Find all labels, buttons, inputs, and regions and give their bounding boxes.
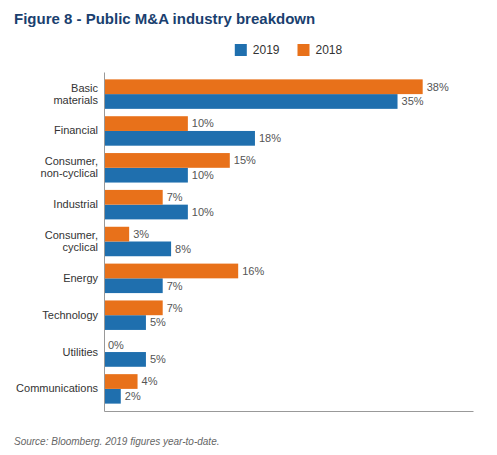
bar xyxy=(104,352,146,367)
y-tick: Financial xyxy=(54,124,98,136)
bar xyxy=(104,168,188,183)
legend-item: 2018 xyxy=(298,43,343,57)
y-tick-label-line: Energy xyxy=(63,272,98,284)
y-tick-label: Communications xyxy=(16,382,98,394)
y-tick-label: Industrial xyxy=(53,198,98,210)
y-tick-label-line: non-cyclical xyxy=(41,167,98,179)
y-axis: BasicmaterialsFinancialConsumer,non-cycl… xyxy=(16,73,104,412)
data-label: 0% xyxy=(108,339,124,351)
bar xyxy=(104,131,255,146)
y-tick: Consumer,non-cyclical xyxy=(41,155,98,179)
data-label: 7% xyxy=(167,302,183,314)
data-label: 7% xyxy=(167,191,183,203)
chart: Figure 8 - Public M&A industry breakdown… xyxy=(0,0,497,455)
data-label: 18% xyxy=(259,132,281,144)
y-tick: Communications xyxy=(16,382,98,394)
bar xyxy=(104,389,121,404)
y-tick-label: Utilities xyxy=(63,346,99,358)
y-tick: Technology xyxy=(42,309,98,321)
y-tick-label: Financial xyxy=(54,124,98,136)
bar xyxy=(104,190,163,205)
y-tick-label-line: cyclical xyxy=(63,241,98,253)
bar xyxy=(104,278,163,293)
y-tick-label-line: Consumer, xyxy=(45,155,98,167)
annotation: Source: Bloomberg. 2019 figures year-to-… xyxy=(14,436,220,447)
bar xyxy=(104,300,163,315)
data-label: 4% xyxy=(142,375,158,387)
y-tick-label: Basicmaterials xyxy=(53,82,98,106)
data-label: 5% xyxy=(150,316,166,328)
y-tick-label: Consumer,non-cyclical xyxy=(41,155,98,179)
bar xyxy=(104,242,171,257)
legend-label: 2019 xyxy=(253,43,280,57)
legend-label: 2018 xyxy=(316,43,343,57)
y-tick-label: Technology xyxy=(42,309,98,321)
bar xyxy=(104,227,129,242)
data-label: 10% xyxy=(192,169,214,181)
y-tick: Industrial xyxy=(53,198,98,210)
bar xyxy=(104,116,188,131)
y-tick-label: Energy xyxy=(63,272,98,284)
y-tick-label-line: Industrial xyxy=(53,198,98,210)
y-tick-label-line: materials xyxy=(53,94,98,106)
bars xyxy=(104,79,423,403)
chart-container: Figure 8 - Public M&A industry breakdown… xyxy=(0,0,497,455)
data-label: 10% xyxy=(192,117,214,129)
data-label: 35% xyxy=(402,95,424,107)
bar xyxy=(104,264,238,279)
y-tick-label-line: Utilities xyxy=(63,346,99,358)
y-tick-label-line: Consumer, xyxy=(45,229,98,241)
x-axis-line xyxy=(105,411,474,412)
legend-item: 2019 xyxy=(235,43,280,57)
y-tick-label-line: Technology xyxy=(42,309,98,321)
bar xyxy=(104,205,188,220)
y-tick: Energy xyxy=(63,272,98,284)
data-label: 38% xyxy=(427,81,449,93)
data-label: 8% xyxy=(175,243,191,255)
y-axis-line xyxy=(104,73,105,412)
y-tick: Utilities xyxy=(63,346,99,358)
y-tick-label: Consumer,cyclical xyxy=(45,229,98,253)
data-label: 2% xyxy=(125,390,141,402)
title: Figure 8 - Public M&A industry breakdown xyxy=(14,10,315,27)
y-tick-label-line: Communications xyxy=(16,382,98,394)
y-tick: Basicmaterials xyxy=(53,82,98,106)
legend: 2019 2018 xyxy=(235,43,343,57)
data-label: 7% xyxy=(167,280,183,292)
data-label: 10% xyxy=(192,206,214,218)
y-tick-label-line: Basic xyxy=(71,82,98,94)
x-axis xyxy=(105,411,474,412)
data-label: 15% xyxy=(234,154,256,166)
bar xyxy=(104,315,146,330)
bar xyxy=(104,79,423,94)
bar xyxy=(104,153,230,168)
data-label: 3% xyxy=(133,228,149,240)
data-label: 16% xyxy=(242,265,264,277)
y-tick: Consumer,cyclical xyxy=(45,229,98,253)
bar xyxy=(104,374,138,389)
bar-series xyxy=(104,94,398,404)
y-tick-label-line: Financial xyxy=(54,124,98,136)
data-label: 5% xyxy=(150,353,166,365)
legend-swatch xyxy=(298,44,310,56)
legend-swatch xyxy=(235,44,247,56)
bar xyxy=(104,94,398,109)
data-labels: 35%18%10%10%8%7%5%5%2%38%10%15%7%3%16%7%… xyxy=(108,81,449,403)
bar-series xyxy=(104,79,423,389)
